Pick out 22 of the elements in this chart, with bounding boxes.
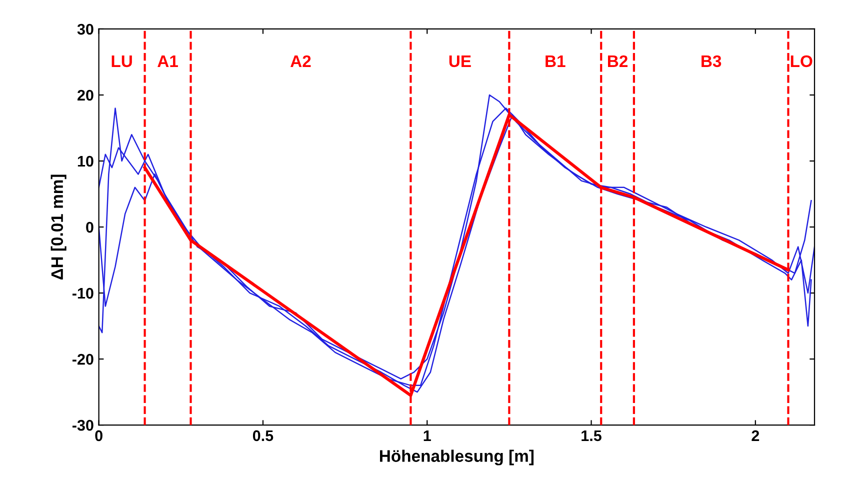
x-tick-label: 2 bbox=[752, 430, 760, 441]
x-tick-label: 0.5 bbox=[252, 430, 274, 442]
annotation: LO bbox=[790, 55, 812, 68]
y-axis-title: ΔH [0.01 mm] bbox=[50, 174, 66, 280]
y-tick-label: -10 bbox=[72, 288, 94, 299]
x-tick-label: 1 bbox=[424, 430, 431, 441]
y-tick-label: 20 bbox=[78, 90, 94, 101]
x-tick-label: 1.5 bbox=[582, 430, 602, 442]
annotation: LU bbox=[112, 55, 132, 68]
annotation: B2 bbox=[608, 55, 628, 67]
y-tick-label: -30 bbox=[72, 420, 94, 431]
annotation: B1 bbox=[546, 55, 566, 67]
x-axis-title: Höhenablesung [m] bbox=[380, 450, 534, 466]
x-tick-label: 0 bbox=[95, 430, 102, 442]
y-tick-label: 0 bbox=[86, 222, 94, 233]
annotation: UE bbox=[449, 55, 471, 68]
annotation: B3 bbox=[702, 55, 722, 68]
y-tick-label: 30 bbox=[77, 24, 94, 35]
annotation: A1 bbox=[158, 55, 178, 67]
y-tick-label: -20 bbox=[72, 354, 94, 365]
annotation: A2 bbox=[290, 55, 311, 67]
y-tick-label: 10 bbox=[78, 156, 94, 167]
